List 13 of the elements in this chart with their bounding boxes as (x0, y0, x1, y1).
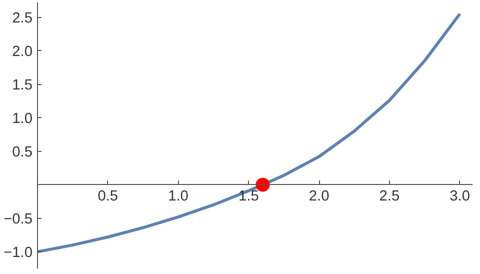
x-tick-label: 1.0 (168, 188, 188, 205)
x-tick-label: 0.5 (98, 188, 118, 205)
x-tick-label: 3.0 (450, 188, 470, 205)
y-tick-label: 0.5 (12, 144, 32, 161)
y-tick-label: 2.5 (12, 10, 32, 27)
x-tick-label: 1.5 (238, 188, 259, 205)
y-tick-label: 2.0 (12, 44, 32, 60)
y-tick-label: 1.0 (12, 111, 32, 128)
y-tick-label: 1.5 (12, 78, 32, 94)
y-tick-label: −0.5 (4, 212, 33, 228)
x-tick-label: 2.0 (308, 188, 330, 205)
y-tick-label: −1.0 (4, 245, 33, 262)
x-tick-label: 2.5 (379, 188, 400, 205)
